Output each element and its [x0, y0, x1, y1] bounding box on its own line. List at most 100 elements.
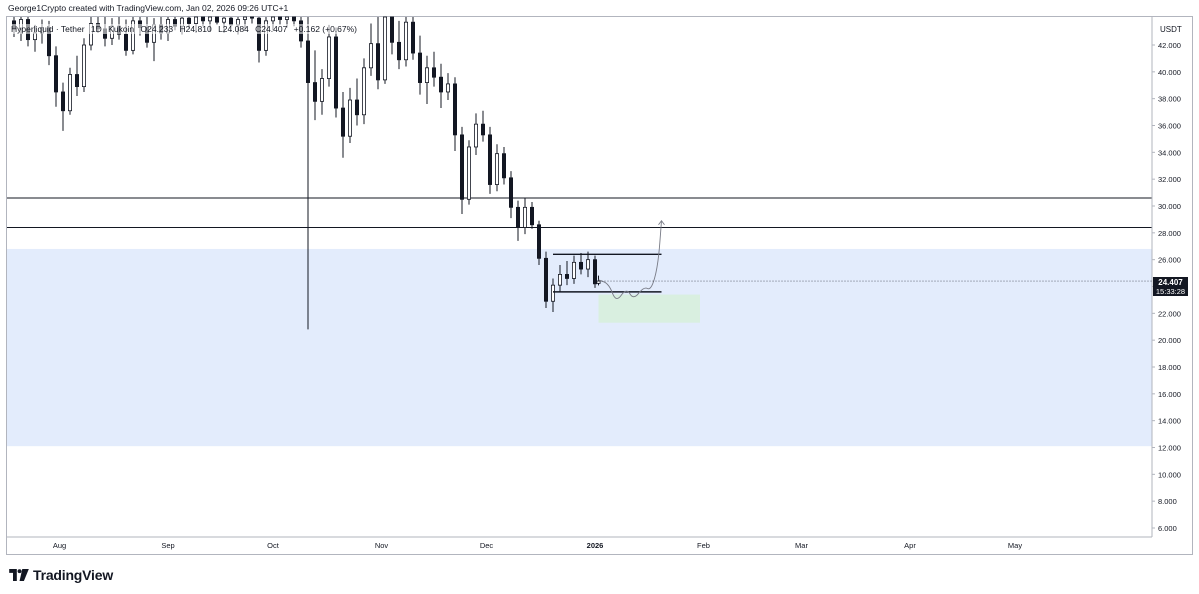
time-tick-label: Aug	[53, 541, 66, 550]
candle-body	[186, 17, 191, 24]
candle-body	[487, 134, 492, 185]
candle-body	[312, 82, 317, 102]
candles-layer	[11, 16, 601, 330]
candle-body	[326, 36, 331, 79]
candle-body	[291, 16, 296, 22]
symbol-legend[interactable]: Hyperliquid · Tether 1D Kukoin O24.233 H…	[11, 24, 362, 34]
candle-body	[480, 123, 485, 136]
time-tick-label: Feb	[697, 541, 710, 550]
candle	[61, 82, 66, 131]
candle-body	[466, 146, 471, 200]
currency-label[interactable]: USDT	[1160, 25, 1182, 34]
chart-attribution: George1Crypto created with TradingView.c…	[8, 3, 289, 13]
price-tick-label: 20.000	[1158, 336, 1181, 345]
candle-body	[523, 206, 528, 228]
candle	[249, 16, 254, 24]
time-tick-label: Dec	[480, 541, 494, 550]
candle	[410, 17, 415, 60]
candle	[593, 255, 598, 288]
price-axis: 6.000 8.000 10.000 12.000 14.000 16.000 18.000…	[1151, 17, 1181, 537]
candle	[277, 16, 282, 25]
candle-body	[508, 177, 513, 208]
candle-body	[242, 16, 247, 20]
last-price-value: 24.407	[1158, 278, 1183, 287]
candle-body	[558, 274, 563, 286]
symbol-source: Kukoin	[108, 24, 135, 34]
time-tick-label: Apr	[904, 541, 916, 550]
candle	[403, 17, 408, 67]
price-tick-label: 14.000	[1158, 417, 1181, 426]
candle-body	[417, 52, 422, 83]
ohlc-high: H24.810	[179, 24, 212, 34]
price-tick-label: 18.000	[1158, 363, 1181, 372]
symbol-interval: 1D	[90, 24, 102, 34]
candle	[480, 110, 485, 142]
candle	[438, 63, 443, 109]
candle-body	[89, 23, 94, 46]
candle	[501, 146, 506, 185]
candle-body	[368, 43, 373, 69]
candle	[326, 24, 331, 87]
candle	[459, 126, 464, 215]
candle-body	[445, 83, 450, 93]
time-tick-label: Mar	[795, 541, 808, 550]
candle	[347, 87, 352, 143]
candle-body	[54, 55, 59, 93]
last-price-tag: 24.407 15:33:28	[1153, 277, 1188, 296]
ohlc-close: C24.407	[255, 24, 288, 34]
price-tick-label: 40.000	[1158, 68, 1181, 77]
price-tick-label: 6.000	[1158, 524, 1177, 533]
candle-body	[596, 280, 601, 284]
candle-body	[572, 261, 577, 279]
candle-body	[284, 16, 289, 20]
demand-zone	[7, 248, 1152, 447]
candle	[333, 27, 338, 118]
tradingview-logo-text: TradingView	[33, 567, 114, 583]
candle	[319, 69, 324, 115]
candle	[466, 140, 471, 205]
candle	[523, 197, 528, 235]
price-tick-label: 34.000	[1158, 148, 1181, 157]
candle-body	[305, 40, 310, 83]
candle-body	[375, 43, 380, 81]
candle	[375, 17, 380, 90]
candle	[565, 261, 570, 286]
candle-body	[579, 261, 584, 270]
price-tick-label: 28.000	[1158, 229, 1181, 238]
candle-body	[544, 257, 549, 302]
ohlc-open: O24.233	[140, 24, 174, 34]
candle-body	[263, 20, 268, 51]
candle-body	[501, 153, 506, 179]
symbol-name[interactable]: Hyperliquid · Tether	[11, 24, 85, 34]
candle-body	[431, 67, 436, 78]
candle-body	[340, 107, 345, 137]
candle	[68, 67, 73, 115]
candle-body	[319, 78, 324, 102]
candle	[263, 17, 268, 56]
candle-body	[551, 284, 556, 302]
time-tick-label: Oct	[267, 541, 280, 550]
candle	[494, 144, 499, 192]
candle	[305, 17, 310, 330]
candle	[424, 55, 429, 105]
chart-frame	[6, 16, 1193, 555]
tradingview-logo[interactable]: TradingView	[9, 566, 113, 584]
candle-body	[130, 20, 135, 51]
candle	[340, 91, 345, 158]
candle	[572, 255, 577, 284]
ohlc-low: L24.084	[218, 24, 249, 34]
candle-body	[270, 16, 275, 22]
candle-body	[256, 17, 261, 51]
candle-body	[530, 206, 535, 226]
price-tick-label: 42.000	[1158, 41, 1181, 50]
candle	[558, 265, 563, 292]
candle	[508, 171, 513, 219]
candle	[354, 78, 359, 126]
time-axis: Aug Sep Oct Nov Dec 2026 Feb Mar Apr May	[7, 536, 1152, 550]
candle	[361, 58, 366, 125]
candle-body	[214, 16, 219, 23]
ohlc-change: +0.162 (+0.67%)	[293, 24, 358, 34]
candle-body	[452, 83, 457, 136]
candle	[473, 113, 478, 156]
